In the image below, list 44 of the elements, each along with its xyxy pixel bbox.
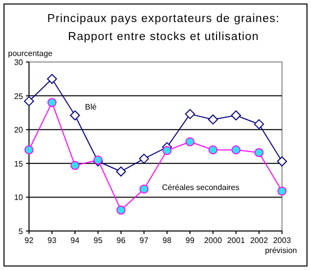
point bbox=[185, 109, 195, 120]
point bbox=[47, 74, 57, 84]
point bbox=[186, 137, 194, 146]
chart-title: Principaux pays exportateurs de graines: Rapport entre stocks et utilisation bbox=[47, 13, 280, 43]
point bbox=[277, 156, 287, 166]
point bbox=[140, 184, 148, 194]
x-tick-label: 94 bbox=[70, 236, 80, 245]
point bbox=[162, 146, 172, 156]
y-tick-label: 15 bbox=[14, 159, 24, 168]
point bbox=[232, 145, 240, 154]
y-axis-title: pourcentage bbox=[8, 49, 54, 58]
x-tick-label: 2003 bbox=[273, 236, 292, 245]
point bbox=[24, 145, 34, 154]
series-label: Céréales secondaires bbox=[162, 182, 240, 192]
point bbox=[24, 96, 34, 106]
point bbox=[139, 154, 149, 164]
x-tick-label: 2002 bbox=[250, 236, 268, 245]
y-tick-label: 5 bbox=[18, 227, 24, 236]
x-tick-label: 99 bbox=[186, 236, 195, 245]
y-tick-label: 25 bbox=[14, 92, 24, 101]
x-tick-label: 2000 bbox=[204, 236, 222, 245]
point bbox=[70, 160, 80, 170]
text: prévision bbox=[264, 246, 297, 255]
x-tick-label: 98 bbox=[162, 236, 172, 245]
point bbox=[116, 166, 126, 177]
y-tick-label: 10 bbox=[14, 193, 24, 202]
x-tick-label: 95 bbox=[94, 236, 103, 245]
series-label: Blé bbox=[85, 102, 98, 112]
x-tick-label: 97 bbox=[140, 236, 149, 245]
y-tick-label: 30 bbox=[14, 58, 24, 67]
y-tick-label: 20 bbox=[14, 126, 24, 135]
x-tick-label: 92 bbox=[24, 236, 34, 245]
point bbox=[231, 110, 241, 120]
point bbox=[278, 186, 286, 196]
x-tick-label: 2001 bbox=[227, 236, 246, 245]
point bbox=[70, 110, 80, 120]
point bbox=[208, 114, 218, 124]
point bbox=[48, 98, 56, 108]
point bbox=[254, 148, 264, 158]
point bbox=[208, 145, 218, 154]
point bbox=[116, 206, 126, 215]
x-tick-label: 93 bbox=[48, 236, 57, 245]
point bbox=[254, 119, 264, 130]
x-tick-label: 96 bbox=[116, 236, 126, 245]
